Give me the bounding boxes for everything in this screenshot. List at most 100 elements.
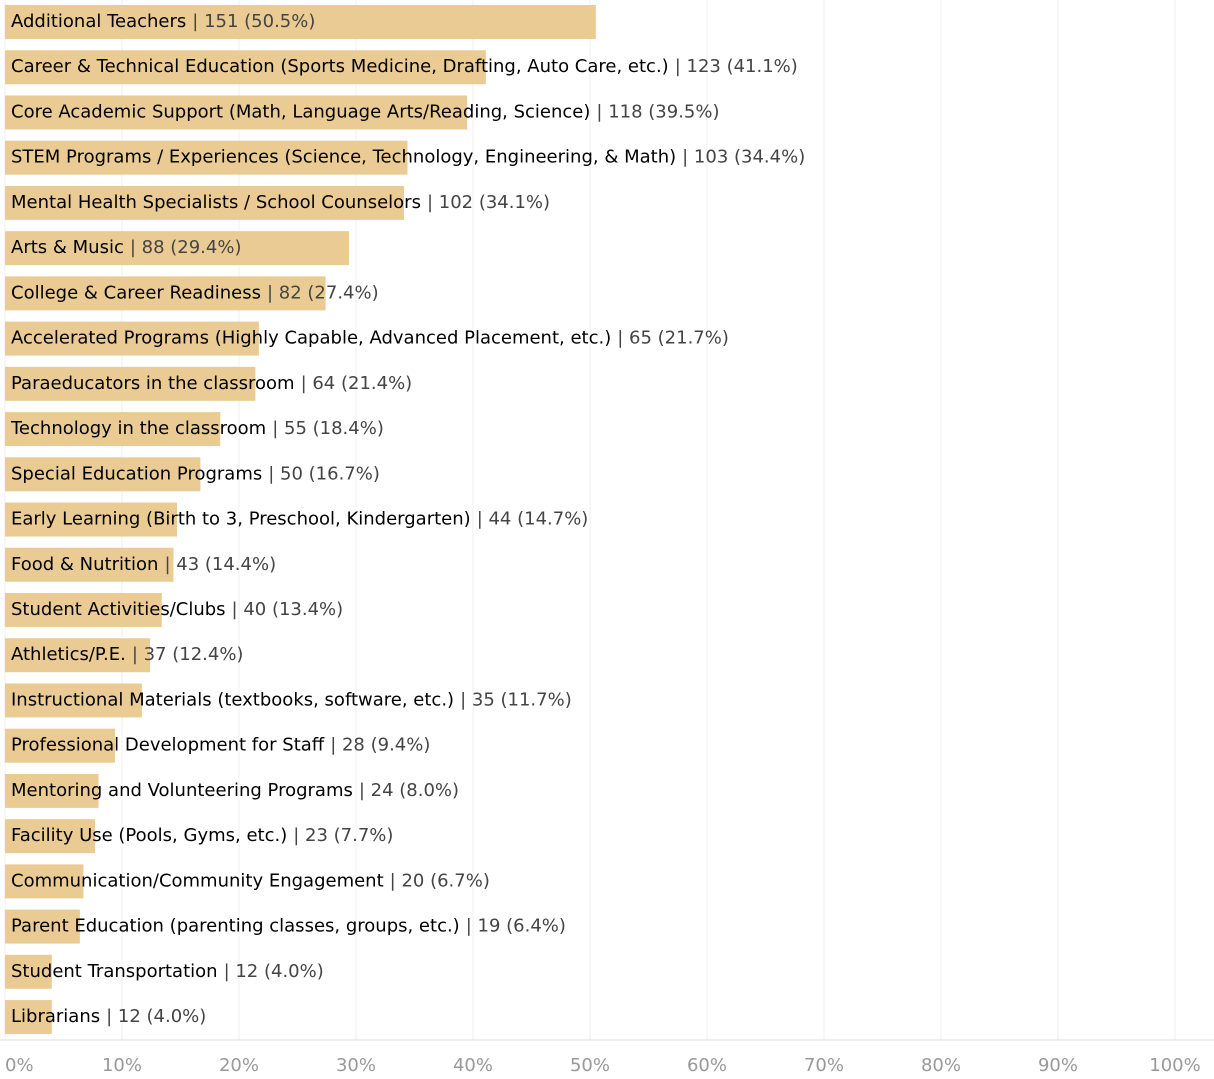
bar-label: Core Academic Support (Math, Language Ar… [11,101,720,122]
bar [5,457,201,492]
value-label: | 19 (6.4%) [466,916,566,937]
bar-label: Parent Education (parenting classes, gro… [11,916,566,937]
category-label: STEM Programs / Experiences (Science, Te… [11,147,676,168]
category-label: Special Education Programs [11,463,262,484]
category-label: Athletics/P.E. [11,644,126,665]
bar-label: Mental Health Specialists / School Couns… [11,192,550,213]
category-label: College & Career Readiness [11,282,261,303]
category-label: Food & Nutrition [11,554,158,575]
value-label: | 35 (11.7%) [460,689,572,710]
x-tick-label: 20% [219,1055,259,1076]
bar-label: Communication/Community Engagement | 20 (… [11,870,490,891]
category-label: Accelerated Programs (Highly Capable, Ad… [11,328,611,349]
bar-label: Food & Nutrition | 43 (14.4%) [11,554,276,575]
bar-label: Student Activities/Clubs | 40 (13.4%) [11,599,343,620]
bar-label: Athletics/P.E. | 37 (12.4%) [11,644,243,665]
bar [5,773,99,808]
category-label: Student Transportation [11,961,218,982]
bar [5,1000,52,1035]
category-label: Communication/Community Engagement [11,870,384,891]
bar [5,547,174,582]
category-label: Core Academic Support (Math, Language Ar… [11,101,590,122]
x-tick-label: 40% [453,1055,493,1076]
x-tick-label: 50% [570,1055,610,1076]
value-label: | 12 (4.0%) [224,961,324,982]
value-label: | 40 (13.4%) [232,599,344,620]
bar [5,502,177,537]
value-label: | 28 (9.4%) [330,735,430,756]
bar-label: Student Transportation | 12 (4.0%) [11,961,324,982]
bar-label: Special Education Programs | 50 (16.7%) [11,463,380,484]
bar-label: Additional Teachers | 151 (50.5%) [11,11,315,32]
bar-label: Career & Technical Education (Sports Med… [11,56,798,77]
bar-label: Arts & Music | 88 (29.4%) [11,237,241,258]
bar [5,366,256,401]
x-tick-label: 100% [1149,1055,1200,1076]
category-label: Student Activities/Clubs [11,599,226,620]
bar [5,95,468,130]
x-tick-label: 60% [687,1055,727,1076]
bar-label: Early Learning (Birth to 3, Preschool, K… [11,509,588,530]
value-label: | 65 (21.7%) [617,328,729,349]
bar [5,683,142,718]
bar [5,231,349,266]
category-label: Instructional Materials (textbooks, soft… [11,689,454,710]
category-label: Mental Health Specialists / School Couns… [11,192,421,213]
category-label: Mentoring and Volunteering Programs [11,780,353,801]
bar [5,728,115,763]
value-label: | 12 (4.0%) [106,1006,206,1027]
value-label: | 43 (14.4%) [164,554,276,575]
category-label: Career & Technical Education (Sports Med… [11,56,669,77]
value-label: | 64 (21.4%) [301,373,413,394]
bar-label: Accelerated Programs (Highly Capable, Ad… [11,328,729,349]
bar [5,140,408,175]
bar [5,954,52,989]
category-label: Early Learning (Birth to 3, Preschool, K… [11,509,471,530]
bar-label: Facility Use (Pools, Gyms, etc.) | 23 (7.… [11,825,393,846]
category-label: Technology in the classroom [10,418,266,439]
x-tick-label: 90% [1038,1055,1078,1076]
value-label: | 118 (39.5%) [596,101,719,122]
bar [5,592,162,627]
value-label: | 88 (29.4%) [130,237,242,258]
bar-label: College & Career Readiness | 82 (27.4%) [11,282,379,303]
value-label: | 55 (18.4%) [272,418,384,439]
category-label: Arts & Music [11,237,124,258]
value-label: | 24 (8.0%) [359,780,459,801]
x-tick-label: 70% [804,1055,844,1076]
value-label: | 20 (6.7%) [390,870,490,891]
value-label: | 151 (50.5%) [192,11,315,32]
bar [5,412,221,447]
bar-label: Paraeducators in the classroom | 64 (21.4… [11,373,412,394]
bar [5,638,151,673]
bar [5,864,84,899]
bar [5,321,259,356]
bar [5,185,404,220]
category-label: Librarians [11,1006,100,1027]
bar [5,276,326,311]
category-label: Professional Development for Staff [11,735,325,756]
x-tick-label: 30% [336,1055,376,1076]
bar-label: Instructional Materials (textbooks, soft… [11,689,572,710]
x-tick-label: 10% [102,1055,142,1076]
bar-label: Technology in the classroom | 55 (18.4%) [10,418,384,439]
value-label: | 82 (27.4%) [267,282,379,303]
value-label: | 50 (16.7%) [268,463,380,484]
bar [5,819,96,854]
category-label: Parent Education (parenting classes, gro… [11,916,460,937]
value-label: | 123 (41.1%) [675,56,798,77]
bar-label: Librarians | 12 (4.0%) [11,1006,206,1027]
value-label: | 23 (7.7%) [293,825,393,846]
bar [5,50,486,85]
value-label: | 102 (34.1%) [427,192,550,213]
category-label: Additional Teachers [11,11,186,32]
value-label: | 103 (34.4%) [682,147,805,168]
bar [5,909,80,944]
x-tick-label: 80% [921,1055,961,1076]
bar-label: STEM Programs / Experiences (Science, Te… [11,147,805,168]
x-tick-label: 0% [5,1055,34,1076]
category-label: Facility Use (Pools, Gyms, etc.) [11,825,287,846]
bar-label: Professional Development for Staff | 28 (… [11,735,430,756]
bar-label: Mentoring and Volunteering Programs | 24 … [11,780,459,801]
